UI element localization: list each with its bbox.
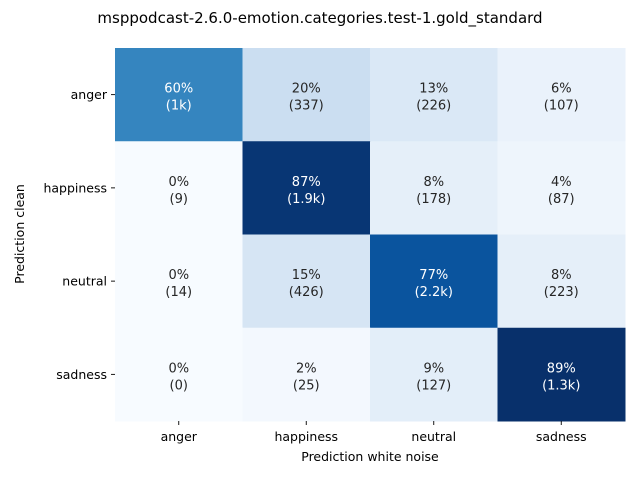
heatmap-cell — [115, 234, 243, 329]
cell-count-label: (426) — [289, 285, 324, 300]
cell-percent-label: 20% — [292, 82, 321, 97]
cell-count-label: (127) — [416, 378, 451, 393]
x-axis-label: Prediction white noise — [301, 449, 439, 464]
cell-count-label: (2.2k) — [415, 285, 453, 300]
y-tick-label: sadness — [56, 367, 107, 382]
heatmap-cell — [497, 48, 626, 142]
cell-percent-label: 6% — [551, 82, 572, 97]
cell-percent-label: 60% — [164, 82, 193, 97]
cell-count-label: (1.9k) — [287, 192, 325, 207]
cell-percent-label: 13% — [419, 82, 448, 97]
x-tick-label: sadness — [536, 429, 587, 444]
y-axis-ticks: anger happiness neutral sadness — [43, 87, 115, 382]
heatmap-cell — [370, 234, 498, 329]
cell-percent-label: 8% — [423, 175, 444, 190]
cell-count-label: (223) — [544, 285, 579, 300]
cell-count-label: (87) — [548, 192, 575, 207]
cell-count-label: (1k) — [166, 99, 192, 114]
cell-count-label: (1.3k) — [542, 378, 580, 393]
cell-percent-label: 2% — [296, 361, 317, 376]
cell-count-label: (9) — [170, 192, 188, 207]
cell-percent-label: 8% — [551, 268, 572, 283]
heatmap-cells: 60% (1k) 20% (337) 13% (226) 6% (107) 0% (9) 87% (1… — [115, 48, 626, 422]
heatmap-cell — [370, 141, 498, 235]
heatmap-cell — [115, 327, 243, 422]
heatmap-cell — [497, 141, 626, 235]
cell-percent-label: 0% — [168, 361, 189, 376]
y-tick-label: neutral — [62, 274, 107, 289]
cell-percent-label: 77% — [419, 268, 448, 283]
cell-count-label: (0) — [170, 378, 188, 393]
heatmap-cell — [115, 48, 243, 142]
heatmap-cell — [370, 327, 498, 422]
cell-percent-label: 89% — [547, 361, 576, 376]
cell-percent-label: 0% — [168, 175, 189, 190]
heatmap-cell — [497, 234, 626, 329]
y-axis-label: Prediction clean — [12, 184, 27, 284]
cell-percent-label: 9% — [423, 361, 444, 376]
cell-percent-label: 87% — [292, 175, 321, 190]
cell-count-label: (107) — [544, 99, 579, 114]
cell-count-label: (178) — [416, 192, 451, 207]
cell-percent-label: 15% — [292, 268, 321, 283]
cell-percent-label: 0% — [168, 268, 189, 283]
x-tick-label: happiness — [274, 429, 338, 444]
heatmap-cell — [242, 141, 371, 235]
cell-count-label: (25) — [293, 378, 320, 393]
y-tick-label: anger — [71, 87, 108, 102]
y-tick-label: happiness — [43, 180, 107, 195]
heatmap-cell — [242, 48, 371, 142]
cell-count-label: (226) — [416, 99, 451, 114]
x-tick-label: anger — [161, 429, 198, 444]
cell-count-label: (337) — [289, 99, 324, 114]
x-axis-ticks: anger happiness neutral sadness — [161, 421, 587, 444]
heatmap-cell — [370, 48, 498, 142]
cell-percent-label: 4% — [551, 175, 572, 190]
x-tick-label: neutral — [411, 429, 456, 444]
heatmap-cell — [115, 141, 243, 235]
chart-title: msppodcast-2.6.0-emotion.categories.test… — [97, 9, 542, 28]
cell-count-label: (14) — [165, 285, 192, 300]
heatmap-cell — [242, 327, 371, 422]
heatmap-cell — [497, 327, 626, 422]
heatmap-cell — [242, 234, 371, 329]
